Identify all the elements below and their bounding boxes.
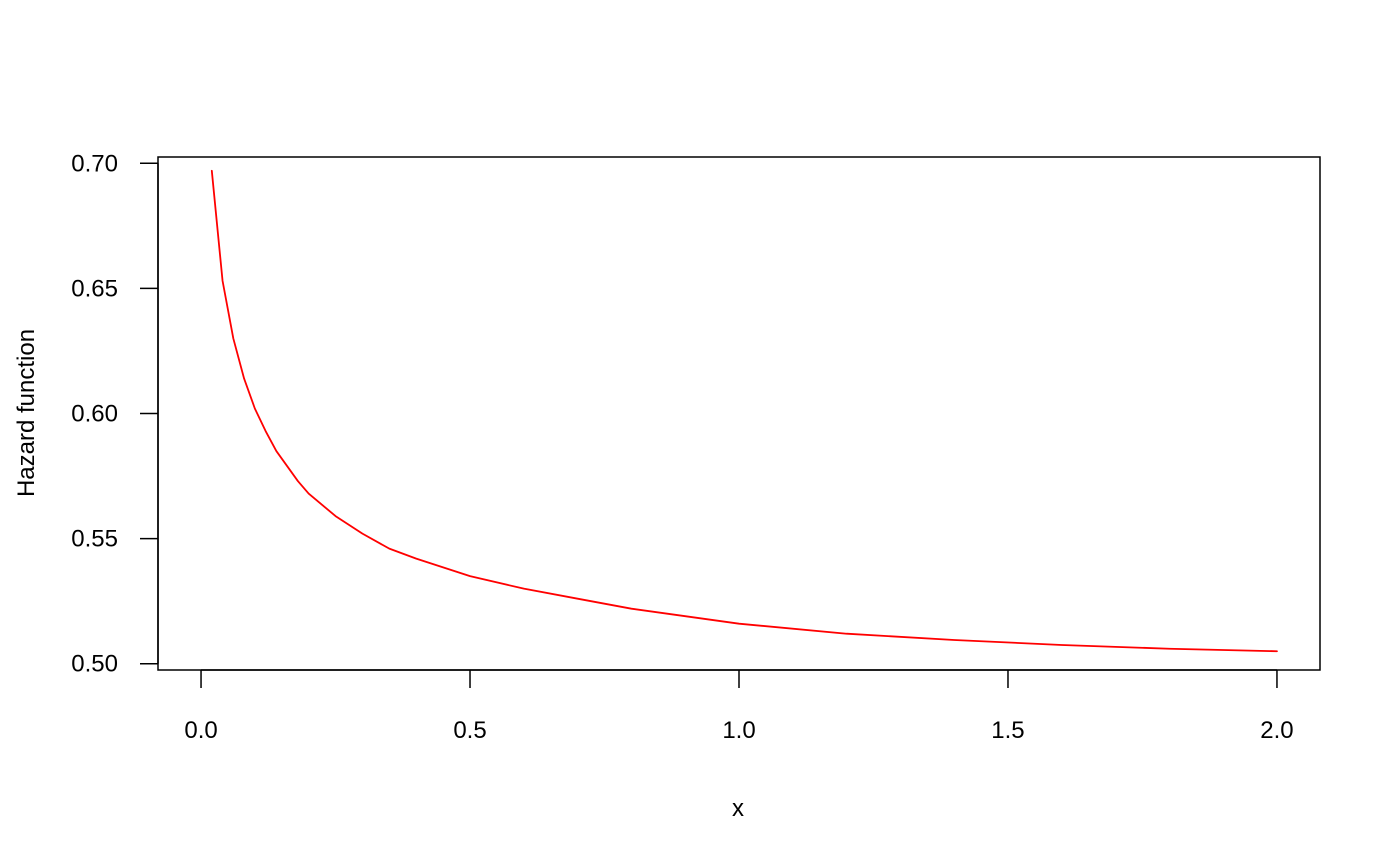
y-tick-label: 0.65 [71, 275, 118, 302]
y-tick-label: 0.70 [71, 150, 118, 177]
x-tick-label: 0.5 [453, 717, 486, 744]
y-axis: 0.50 0.55 0.60 0.65 0.70 [71, 150, 159, 678]
x-tick-label: 0.0 [184, 717, 217, 744]
x-axis-title: x [732, 795, 744, 822]
x-tick-label: 2.0 [1260, 717, 1293, 744]
y-axis-title: Hazard function [13, 329, 40, 497]
x-tick-label: 1.5 [991, 717, 1024, 744]
y-tick-label: 0.60 [71, 401, 118, 428]
x-tick-label: 1.0 [722, 717, 755, 744]
x-axis: 0.0 0.5 1.0 1.5 2.0 [184, 669, 1294, 744]
series-layer [210, 169, 1278, 653]
series-line [210, 169, 1278, 653]
y-tick-label: 0.55 [71, 526, 118, 553]
plot-frame [157, 156, 1321, 671]
y-tick-label: 0.50 [71, 651, 118, 678]
